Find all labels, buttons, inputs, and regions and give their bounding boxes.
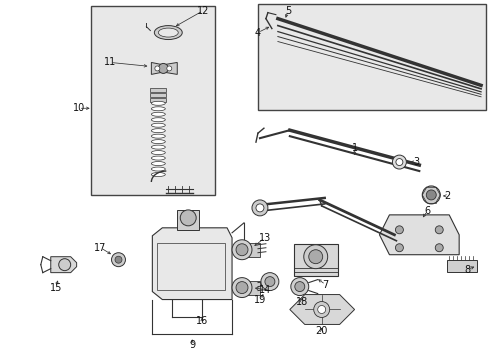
Text: 17: 17 [94,243,106,253]
Text: 3: 3 [412,157,419,167]
Text: 18: 18 [295,297,307,306]
Ellipse shape [151,129,165,133]
Circle shape [255,204,264,212]
Polygon shape [165,62,177,75]
Circle shape [395,226,403,234]
Text: 12: 12 [197,6,209,15]
Circle shape [395,244,403,252]
Ellipse shape [158,28,178,37]
Ellipse shape [151,134,165,138]
Circle shape [232,240,251,260]
Circle shape [313,302,329,318]
Circle shape [395,159,402,166]
Circle shape [308,250,322,264]
Circle shape [236,244,247,256]
Text: 15: 15 [49,283,62,293]
Text: 8: 8 [463,265,469,275]
Ellipse shape [151,172,165,176]
Text: 10: 10 [72,103,84,113]
Ellipse shape [151,156,165,160]
Circle shape [232,278,251,298]
Text: 5: 5 [284,6,290,15]
Polygon shape [379,215,458,255]
Circle shape [264,276,274,287]
Bar [447,260,476,272]
Circle shape [422,186,439,204]
Circle shape [303,245,327,269]
Circle shape [434,226,442,234]
Bar [150,93,166,97]
Ellipse shape [151,112,165,116]
Text: 20: 20 [315,327,327,336]
Circle shape [426,190,435,200]
Circle shape [180,210,196,226]
Ellipse shape [151,101,165,105]
Bar [157,243,224,289]
Circle shape [59,259,71,271]
Ellipse shape [151,162,165,166]
Text: 9: 9 [189,340,195,350]
Bar [90,6,215,195]
Text: 7: 7 [322,280,328,289]
Circle shape [236,282,247,293]
Circle shape [251,200,267,216]
Ellipse shape [151,145,165,149]
Circle shape [158,63,168,73]
Ellipse shape [151,107,165,111]
Polygon shape [151,62,161,75]
Text: 19: 19 [253,294,265,305]
Ellipse shape [151,123,165,127]
Circle shape [261,273,278,291]
Polygon shape [289,294,354,324]
Text: 13: 13 [258,233,270,243]
Bar [293,244,337,276]
Ellipse shape [151,118,165,122]
Polygon shape [51,257,77,273]
Circle shape [111,253,125,267]
Bar [150,98,166,102]
Bar [244,280,260,294]
Text: 11: 11 [104,58,117,67]
Circle shape [115,256,122,263]
Bar [150,88,166,92]
Circle shape [434,244,442,252]
Text: 16: 16 [196,316,208,327]
Text: 4: 4 [254,28,261,37]
Circle shape [294,282,304,292]
Circle shape [392,155,406,169]
Text: 6: 6 [424,206,429,216]
Ellipse shape [151,150,165,154]
Circle shape [166,66,171,71]
Ellipse shape [154,26,182,40]
Bar [258,4,485,110]
Circle shape [155,66,160,71]
Ellipse shape [151,140,165,144]
Text: 1: 1 [351,143,357,153]
Bar [177,210,199,230]
Circle shape [290,278,308,296]
Circle shape [317,306,325,314]
Text: 14: 14 [258,284,270,294]
Bar [244,243,260,257]
Text: 2: 2 [443,191,449,201]
Polygon shape [152,228,232,300]
Ellipse shape [151,167,165,171]
